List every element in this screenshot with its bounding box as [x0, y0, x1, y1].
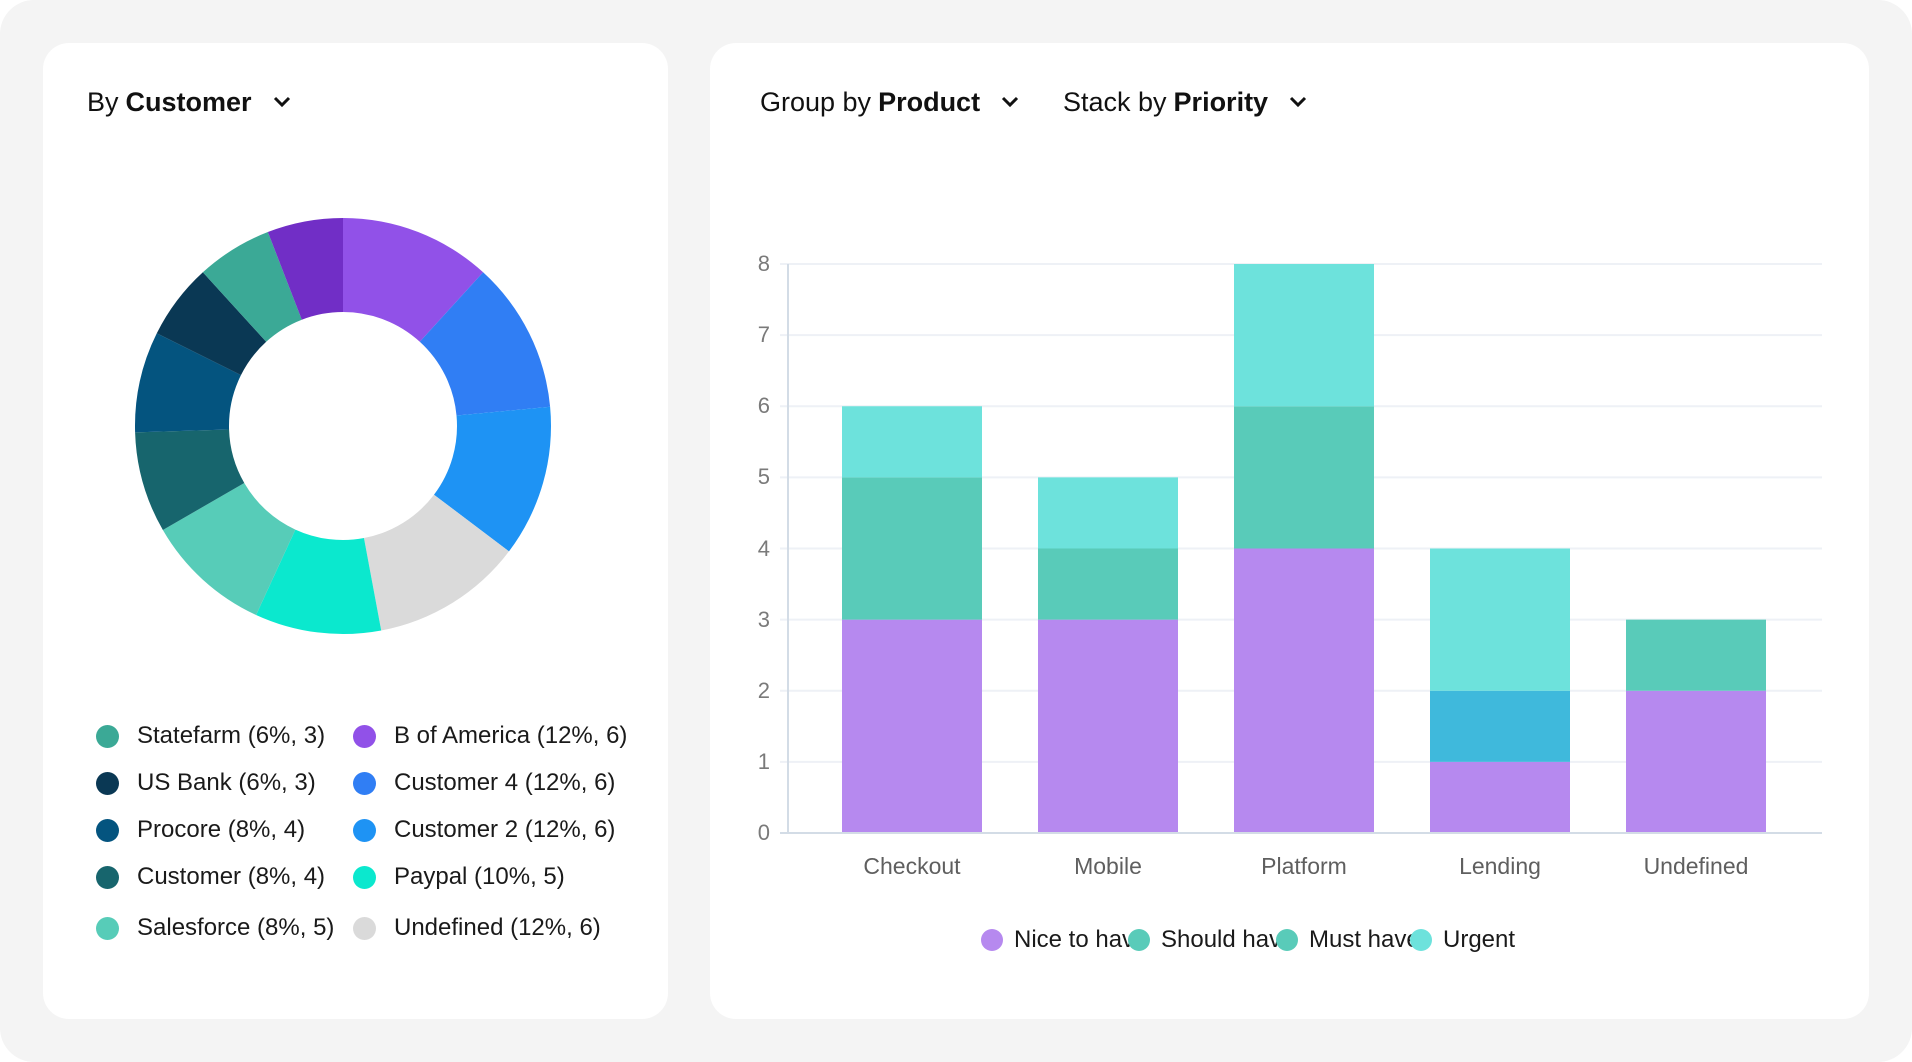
y-tick-label: 7	[757, 322, 770, 348]
x-category-label: Mobile	[1074, 853, 1142, 879]
legend-dot-icon	[1410, 929, 1432, 951]
stack-by-priority-dropdown[interactable]: Stack by Priority	[1063, 82, 1308, 122]
bar-segment-lending-must-have[interactable]	[1430, 690, 1570, 762]
legend-label: Urgent	[1443, 926, 1516, 953]
dropdown-prefix: Group by	[760, 86, 872, 117]
legend-item-urgent[interactable]: Urgent	[1410, 925, 1515, 955]
bar-segment-undefined-should-have[interactable]	[1626, 619, 1766, 691]
bar-segment-mobile-urgent[interactable]	[1038, 477, 1178, 549]
customer-donut-chart	[135, 218, 551, 634]
y-tick-label: 5	[757, 464, 770, 490]
donut-slice-us-bank[interactable]	[156, 272, 267, 376]
legend-item-salesforce[interactable]: Salesforce (8%, 5)	[96, 913, 334, 943]
legend-dot-icon	[353, 818, 376, 842]
chevron-down-icon	[272, 95, 292, 109]
legend-label: Statefarm (6%, 3)	[137, 722, 326, 749]
donut-slice-procore[interactable]	[135, 333, 241, 433]
bar-segment-mobile-should-have[interactable]	[1038, 548, 1178, 620]
legend-dot-icon	[353, 771, 376, 795]
donut-slice-salesforce[interactable]	[162, 483, 296, 615]
legend-dot-icon	[353, 865, 376, 889]
legend-item-us-bank[interactable]: US Bank (6%, 3)	[96, 768, 316, 798]
legend-dot-icon	[96, 724, 119, 748]
legend-dot-icon	[96, 771, 119, 795]
legend-item-should-have[interactable]: Should have	[1128, 925, 1294, 955]
legend-item-nice-to-have[interactable]: Nice to have	[981, 925, 1147, 955]
product-priority-card: Group by Product Stack by Priority 0 1 2 3 4…	[710, 43, 1869, 1019]
legend-label: Undefined (12%, 6)	[394, 914, 601, 941]
bar-segment-lending-urgent[interactable]	[1430, 548, 1570, 691]
legend-item-paypal[interactable]: Paypal (10%, 5)	[353, 862, 565, 892]
y-tick-label: 0	[757, 820, 770, 845]
chevron-down-icon	[1000, 95, 1020, 109]
legend-label: Procore (8%, 4)	[137, 816, 306, 843]
legend-label: Salesforce (8%, 5)	[137, 914, 335, 941]
bar-segment-checkout-nice-to-have[interactable]	[842, 619, 982, 833]
x-category-label: Platform	[1261, 853, 1347, 879]
legend-dot-icon	[96, 916, 119, 940]
stacked-bar-chart	[780, 263, 1822, 834]
legend-item-undefined[interactable]: Undefined (12%, 6)	[353, 913, 601, 943]
legend-label: Must have	[1309, 926, 1420, 953]
dropdown-prefix: Stack by	[1063, 86, 1167, 117]
bar-segment-mobile-nice-to-have[interactable]	[1038, 619, 1178, 833]
customer-breakdown-card: By Customer Statefarm (6%, 3) US Bank (6%…	[43, 43, 668, 1019]
y-tick-label: 1	[757, 748, 770, 774]
bar-segment-lending-nice-to-have[interactable]	[1430, 761, 1570, 833]
legend-dot-icon	[353, 724, 376, 748]
legend-dot-icon	[1128, 929, 1150, 951]
legend-label: Nice to have	[1014, 926, 1148, 953]
y-tick-label: 8	[757, 251, 770, 276]
y-tick-label: 4	[757, 535, 770, 561]
bar-segment-checkout-urgent[interactable]	[842, 406, 982, 478]
legend-label: US Bank (6%, 3)	[137, 769, 316, 796]
legend-label: Should have	[1161, 926, 1295, 953]
legend-dot-icon	[96, 865, 119, 889]
x-category-label: Lending	[1459, 853, 1541, 879]
donut-slice-customer[interactable]	[135, 429, 245, 530]
legend-item-customer-4[interactable]: Customer 4 (12%, 6)	[353, 768, 615, 798]
chevron-down-icon	[1288, 95, 1308, 109]
y-tick-label: 2	[757, 677, 770, 703]
dropdown-value: Product	[878, 86, 981, 117]
legend-item-b-of-america[interactable]: B of America (12%, 6)	[353, 721, 627, 751]
bar-segment-undefined-nice-to-have[interactable]	[1626, 690, 1766, 833]
legend-label: Customer (8%, 4)	[137, 863, 326, 890]
donut-slice-statefarm[interactable]	[202, 232, 302, 342]
donut-slice-undefined[interactable]	[363, 494, 509, 631]
bar-segment-checkout-should-have[interactable]	[842, 477, 982, 620]
dropdown-value: Priority	[1173, 86, 1269, 117]
legend-dot-icon	[981, 929, 1003, 951]
group-by-product-dropdown[interactable]: Group by Product	[760, 82, 1020, 122]
legend-label: B of America (12%, 6)	[394, 722, 628, 749]
dropdown-value: Customer	[125, 86, 252, 117]
y-tick-label: 6	[757, 393, 770, 419]
x-category-label: Checkout	[863, 853, 961, 879]
legend-item-must-have[interactable]: Must have	[1276, 925, 1420, 955]
x-category-label: Undefined	[1643, 853, 1749, 879]
legend-item-procore[interactable]: Procore (8%, 4)	[96, 815, 305, 845]
dropdown-prefix: By	[87, 86, 119, 117]
donut-slice-paypal[interactable]	[256, 529, 382, 634]
legend-dot-icon	[353, 916, 376, 940]
y-tick-label: 3	[757, 606, 770, 632]
donut-slice-customer-2[interactable]	[433, 406, 551, 552]
legend-item-customer-2[interactable]: Customer 2 (12%, 6)	[353, 815, 615, 845]
bar-segment-platform-urgent[interactable]	[1234, 264, 1374, 407]
bar-segment-platform-should-have[interactable]	[1234, 406, 1374, 549]
legend-label: Customer 2 (12%, 6)	[394, 816, 616, 843]
legend-item-statefarm[interactable]: Statefarm (6%, 3)	[96, 721, 325, 751]
legend-label: Paypal (10%, 5)	[394, 863, 565, 890]
bar-segment-platform-nice-to-have[interactable]	[1234, 548, 1374, 834]
legend-label: Customer 4 (12%, 6)	[394, 769, 616, 796]
legend-dot-icon	[96, 818, 119, 842]
legend-item-customer[interactable]: Customer (8%, 4)	[96, 862, 325, 892]
donut-slice-b-of-america[interactable]	[343, 218, 484, 342]
group-by-customer-dropdown[interactable]: By Customer	[87, 82, 292, 122]
donut-slice-customer-4[interactable]	[419, 272, 551, 416]
legend-dot-icon	[1276, 929, 1298, 951]
donut-slice-unlabeled[interactable]	[267, 218, 343, 320]
